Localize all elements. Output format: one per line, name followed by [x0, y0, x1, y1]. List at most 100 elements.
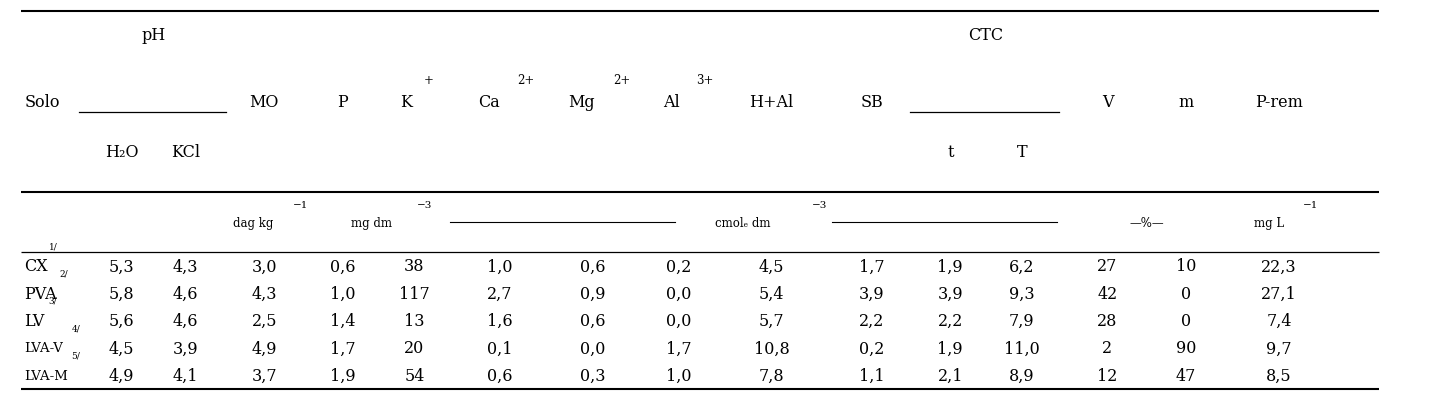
Text: 7,8: 7,8	[759, 367, 785, 384]
Text: 7,4: 7,4	[1266, 312, 1292, 329]
Text: P: P	[337, 94, 349, 111]
Text: 1,1: 1,1	[859, 367, 885, 384]
Text: 5,6: 5,6	[109, 312, 134, 329]
Text: 0,6: 0,6	[330, 258, 356, 275]
Text: 8,5: 8,5	[1266, 367, 1292, 384]
Text: Ca: Ca	[477, 94, 500, 111]
Text: LVA-M: LVA-M	[24, 369, 69, 382]
Text: 0,6: 0,6	[580, 258, 606, 275]
Text: 3,9: 3,9	[859, 285, 885, 302]
Text: 0,3: 0,3	[580, 367, 606, 384]
Text: T: T	[1016, 144, 1027, 161]
Text: 0,9: 0,9	[580, 285, 606, 302]
Text: 4,6: 4,6	[173, 312, 199, 329]
Text: 11,0: 11,0	[1003, 340, 1040, 356]
Text: 4/: 4/	[71, 324, 80, 332]
Text: 0: 0	[1180, 285, 1192, 302]
Text: 1,0: 1,0	[330, 285, 356, 302]
Text: 5,4: 5,4	[759, 285, 785, 302]
Text: 0,6: 0,6	[580, 312, 606, 329]
Text: cmolₑ dm: cmolₑ dm	[714, 216, 770, 229]
Text: t: t	[947, 144, 953, 161]
Text: 38: 38	[404, 258, 424, 275]
Text: 0,0: 0,0	[580, 340, 606, 356]
Text: pH: pH	[141, 26, 166, 44]
Text: Al: Al	[663, 94, 680, 111]
Text: 20: 20	[404, 340, 424, 356]
Text: 3/: 3/	[49, 296, 57, 305]
Text: 22,3: 22,3	[1262, 258, 1296, 275]
Text: 2+: 2+	[613, 74, 630, 87]
Text: 1,4: 1,4	[330, 312, 356, 329]
Text: MO: MO	[250, 94, 279, 111]
Text: 2,2: 2,2	[937, 312, 963, 329]
Text: KCl: KCl	[171, 144, 200, 161]
Text: 0,1: 0,1	[487, 340, 513, 356]
Text: 7,9: 7,9	[1009, 312, 1035, 329]
Text: 9,3: 9,3	[1009, 285, 1035, 302]
Text: 1,7: 1,7	[666, 340, 692, 356]
Text: 5,3: 5,3	[109, 258, 134, 275]
Text: 28: 28	[1097, 312, 1117, 329]
Text: 10: 10	[1176, 258, 1196, 275]
Text: 0: 0	[1180, 312, 1192, 329]
Text: 1,9: 1,9	[330, 367, 356, 384]
Text: Solo: Solo	[26, 94, 60, 111]
Text: 4,9: 4,9	[109, 367, 134, 384]
Text: PVA: PVA	[24, 285, 57, 302]
Text: 4,5: 4,5	[109, 340, 134, 356]
Text: 4,6: 4,6	[173, 285, 199, 302]
Text: 117: 117	[399, 285, 430, 302]
Text: mg L: mg L	[1253, 216, 1285, 229]
Text: 0,0: 0,0	[666, 312, 692, 329]
Text: 47: 47	[1176, 367, 1196, 384]
Text: CX: CX	[24, 258, 49, 275]
Text: 42: 42	[1097, 285, 1117, 302]
Text: 1,0: 1,0	[487, 258, 513, 275]
Text: mg dm: mg dm	[352, 216, 392, 229]
Text: 0,0: 0,0	[666, 285, 692, 302]
Text: 12: 12	[1097, 367, 1117, 384]
Text: 27,1: 27,1	[1260, 285, 1298, 302]
Text: 2,7: 2,7	[487, 285, 513, 302]
Text: 10,8: 10,8	[753, 340, 790, 356]
Text: LVA-V: LVA-V	[24, 342, 63, 354]
Text: 4,1: 4,1	[173, 367, 199, 384]
Text: 8,9: 8,9	[1009, 367, 1035, 384]
Text: 0,2: 0,2	[666, 258, 692, 275]
Text: 2,1: 2,1	[937, 367, 963, 384]
Text: 90: 90	[1176, 340, 1196, 356]
Text: 3,0: 3,0	[252, 258, 277, 275]
Text: 4,3: 4,3	[252, 285, 277, 302]
Text: 1,0: 1,0	[666, 367, 692, 384]
Text: 1/: 1/	[49, 242, 57, 251]
Text: CTC: CTC	[969, 26, 1003, 44]
Text: 3,9: 3,9	[937, 285, 963, 302]
Text: P-rem: P-rem	[1255, 94, 1303, 111]
Text: 0,6: 0,6	[487, 367, 513, 384]
Text: 3,9: 3,9	[173, 340, 199, 356]
Text: 1,9: 1,9	[937, 340, 963, 356]
Text: 5,8: 5,8	[109, 285, 134, 302]
Text: 1,7: 1,7	[859, 258, 885, 275]
Text: 0,2: 0,2	[859, 340, 885, 356]
Text: 4,3: 4,3	[173, 258, 199, 275]
Text: m: m	[1179, 94, 1193, 111]
Text: —%—: —%—	[1129, 216, 1165, 229]
Text: 5,7: 5,7	[759, 312, 785, 329]
Text: 2/: 2/	[59, 269, 69, 278]
Text: SB: SB	[860, 94, 883, 111]
Text: 27: 27	[1097, 258, 1117, 275]
Text: −1: −1	[293, 200, 307, 209]
Text: 2: 2	[1102, 340, 1113, 356]
Text: +: +	[424, 74, 433, 87]
Text: 5/: 5/	[71, 351, 80, 360]
Text: K: K	[400, 94, 412, 111]
Text: LV: LV	[24, 312, 44, 329]
Text: 4,9: 4,9	[252, 340, 277, 356]
Text: 54: 54	[404, 367, 424, 384]
Text: −3: −3	[417, 200, 432, 209]
Text: 2,5: 2,5	[252, 312, 277, 329]
Text: H+Al: H+Al	[750, 94, 793, 111]
Text: 6,2: 6,2	[1009, 258, 1035, 275]
